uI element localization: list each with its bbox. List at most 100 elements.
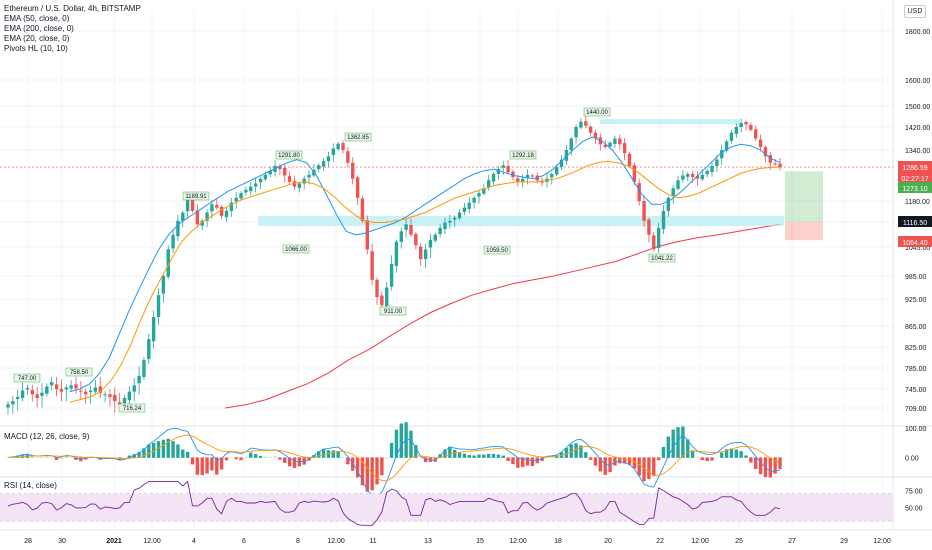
macd-histogram-bar: [564, 448, 569, 458]
entry-tag: 1116.50: [903, 220, 927, 227]
candle-body: [151, 317, 156, 342]
macd-histogram-bar: [409, 430, 413, 458]
macd-histogram-bar: [302, 457, 306, 465]
indicator-ema20[interactable]: EMA (20, close, 0): [4, 34, 70, 43]
macd-histogram-bar: [64, 456, 68, 458]
macd-histogram-bar: [618, 457, 622, 464]
candle-body: [700, 174, 705, 180]
candle-body: [83, 391, 88, 395]
candle-body: [176, 220, 180, 237]
macd-histogram-bar: [35, 457, 39, 459]
time-tick-label: 18: [554, 538, 562, 545]
time-axis[interactable]: 28 30 2021 12:00 4 6 8 12:00 11 13 15 12:00 18 20 22 12…: [24, 538, 891, 545]
macd-pane: 100.00 0.00: [6, 422, 927, 496]
candle-body: [681, 175, 685, 180]
macd-histogram-bar: [137, 451, 141, 458]
time-tick-label: 11: [369, 538, 376, 545]
candle-body: [239, 193, 243, 199]
time-tick-label: 12:00: [509, 538, 527, 545]
macd-histogram-bar: [773, 457, 777, 474]
time-tick-label: 28: [24, 538, 32, 545]
candle-body: [540, 181, 544, 183]
macd-histogram-bar: [210, 457, 214, 471]
candle-body: [35, 394, 39, 398]
candle-body: [253, 183, 258, 187]
candle-body: [108, 394, 112, 397]
macd-histogram-bar: [30, 456, 34, 458]
indicator-ema200[interactable]: EMA (200, close, 0): [4, 24, 74, 33]
macd-histogram-bar: [326, 450, 331, 458]
candle-body: [763, 147, 768, 157]
candle-body: [244, 189, 248, 193]
macd-histogram-bar: [603, 457, 607, 475]
candle-body: [302, 178, 306, 184]
pivot-label: 1440.00: [586, 110, 608, 116]
macd-histogram-bar: [574, 443, 578, 458]
macd-line: [7, 428, 781, 496]
macd-histogram-bar: [622, 457, 627, 464]
macd-histogram-bar: [491, 453, 496, 458]
candle-body: [404, 224, 408, 230]
macd-histogram-bar: [399, 423, 403, 458]
candle-body: [613, 138, 617, 144]
macd-histogram-bar: [744, 455, 748, 458]
indicator-ema50[interactable]: EMA (50, close, 0): [4, 14, 70, 23]
macd-histogram-bar: [6, 457, 10, 458]
candle-body: [477, 193, 481, 197]
candle-body: [147, 339, 151, 360]
candle-body: [98, 386, 102, 393]
price-tick-label: 1340.00: [905, 148, 930, 155]
countdown-tag-bg: [898, 172, 932, 183]
macd-histogram-bar: [754, 457, 758, 469]
macd-histogram-bar: [355, 457, 360, 478]
price-tick-label: 825.00: [905, 345, 927, 352]
candle-body: [676, 180, 680, 189]
macd-histogram-bar: [593, 457, 598, 466]
macd-histogram-bar: [263, 456, 268, 458]
macd-histogram-bar: [219, 457, 224, 470]
candle-body: [569, 138, 573, 150]
macd-histogram-bar: [365, 457, 369, 492]
candle-body: [686, 173, 690, 177]
macd-histogram-bar: [249, 452, 253, 458]
macd-histogram-bar: [205, 457, 209, 474]
candle-body: [559, 159, 564, 167]
candle-body: [768, 155, 772, 163]
candle-body: [627, 153, 632, 166]
macd-histogram-bar: [661, 446, 666, 458]
macd-histogram-bar: [613, 457, 617, 466]
candle-body: [671, 188, 675, 197]
macd-histogram-bar: [433, 457, 437, 462]
candle-body: [695, 175, 700, 179]
price-tick-label: 1180.00: [905, 199, 930, 206]
macd-histogram-bar: [579, 445, 583, 458]
pivot-label-box: [275, 150, 303, 160]
macd-histogram-bar: [69, 457, 73, 458]
price-axis[interactable]: 1800.00 1600.00 1500.00 1420.00 1340.00 1180.…: [905, 29, 930, 413]
candle-body: [520, 178, 525, 182]
candle-body: [355, 177, 360, 198]
macd-histogram-bar: [472, 455, 476, 458]
macd-histogram-bar: [724, 449, 729, 458]
macd-histogram-bar: [414, 445, 418, 458]
macd-title[interactable]: MACD (12, 26, close, 9): [4, 432, 90, 441]
candle-body: [74, 384, 78, 389]
macd-histogram-bar: [550, 456, 554, 458]
indicator-pivots[interactable]: Pivots HL (10, 10): [4, 44, 68, 53]
currency-button[interactable]: USD: [904, 5, 926, 18]
candle-body: [443, 222, 447, 230]
macd-histogram-bar: [229, 457, 234, 459]
candle-body: [550, 173, 554, 178]
pivot-label: 1291.80: [278, 153, 300, 159]
candle-body: [603, 144, 607, 148]
candle-body: [482, 188, 486, 194]
price-tick-label: 925.00: [905, 297, 927, 304]
macd-histogram-bar: [351, 457, 355, 471]
candle-body: [739, 123, 743, 127]
macd-histogram-bar: [389, 442, 394, 458]
candle-body: [690, 173, 695, 178]
rsi-title[interactable]: RSI (14, close): [4, 481, 57, 490]
candle-body: [122, 397, 127, 404]
pivot-label-box: [282, 244, 310, 254]
